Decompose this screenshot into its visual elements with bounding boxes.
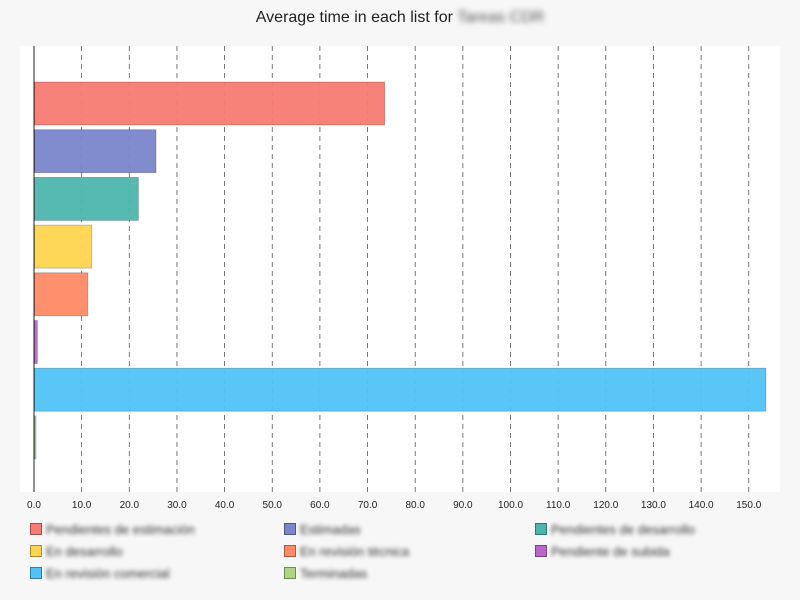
legend-label: Estimadas [300, 521, 361, 537]
legend-label: En revisión técnica [300, 543, 410, 559]
x-tick-label: 150.0 [736, 500, 761, 511]
chart-title-prefix: Average time in each list for [255, 9, 453, 26]
x-tick-label: 20.0 [120, 500, 140, 511]
legend-item[interactable]: En desarrollo [30, 542, 123, 560]
x-tick-label: 0.0 [27, 500, 41, 511]
bar [34, 320, 38, 364]
bar [34, 415, 37, 460]
legend-label: Pendientes de estimación [46, 521, 195, 537]
legend-item[interactable]: Terminadas [284, 564, 367, 582]
legend-swatch [284, 545, 296, 557]
bar-chart: 0.0 10.0 20.0 30.0 40.0 50.0 60.0 70.0 80.0 90.0 1… [27, 46, 767, 511]
legend-swatch [284, 567, 296, 579]
legend-swatch [30, 545, 42, 557]
x-tick-label: 60.0 [310, 500, 330, 511]
legend-item[interactable]: En revisión técnica [284, 542, 409, 560]
chart-title-subject: Tareas CDR [457, 9, 545, 26]
bar [34, 129, 157, 174]
legend-label: Pendientes de desarrollo [551, 521, 695, 537]
x-tick-label: 70.0 [358, 500, 378, 511]
legend-label: En desarrollo [46, 543, 123, 559]
x-tick-label: 120.0 [593, 500, 618, 511]
legend-label: Pendiente de subida [551, 543, 670, 559]
chart-legend: Pendientes de estimación Estimadas Pendien… [30, 520, 790, 590]
bar [34, 224, 93, 269]
x-tick-label: 40.0 [215, 500, 235, 511]
bar [34, 272, 89, 317]
legend-item[interactable]: Pendientes de desarrollo [535, 520, 695, 538]
bar [34, 367, 767, 412]
legend-swatch [535, 523, 547, 535]
x-tick-label: 10.0 [72, 500, 92, 511]
x-tick-label: 80.0 [405, 500, 425, 511]
x-tick-label: 110.0 [546, 500, 571, 511]
x-tick-label: 30.0 [167, 500, 187, 511]
x-tick-label: 100.0 [498, 500, 523, 511]
legend-swatch [535, 545, 547, 557]
x-tick-label: 50.0 [263, 500, 283, 511]
legend-swatch [30, 567, 42, 579]
legend-swatch [30, 523, 42, 535]
x-tick-label: 90.0 [453, 500, 473, 511]
legend-label: En revisión comercial [46, 565, 170, 581]
legend-item[interactable]: En revisión comercial [30, 564, 170, 582]
bar [34, 81, 386, 126]
chart-title: Average time in each list for Tareas CDR [0, 9, 800, 27]
bar [34, 176, 139, 221]
x-tick-label: 140.0 [689, 500, 714, 511]
legend-item[interactable]: Pendiente de subida [535, 542, 670, 560]
legend-item[interactable]: Estimadas [284, 520, 361, 538]
legend-label: Terminadas [300, 565, 368, 581]
legend-item[interactable]: Pendientes de estimación [30, 520, 195, 538]
legend-swatch [284, 523, 296, 535]
x-tick-label: 130.0 [641, 500, 666, 511]
